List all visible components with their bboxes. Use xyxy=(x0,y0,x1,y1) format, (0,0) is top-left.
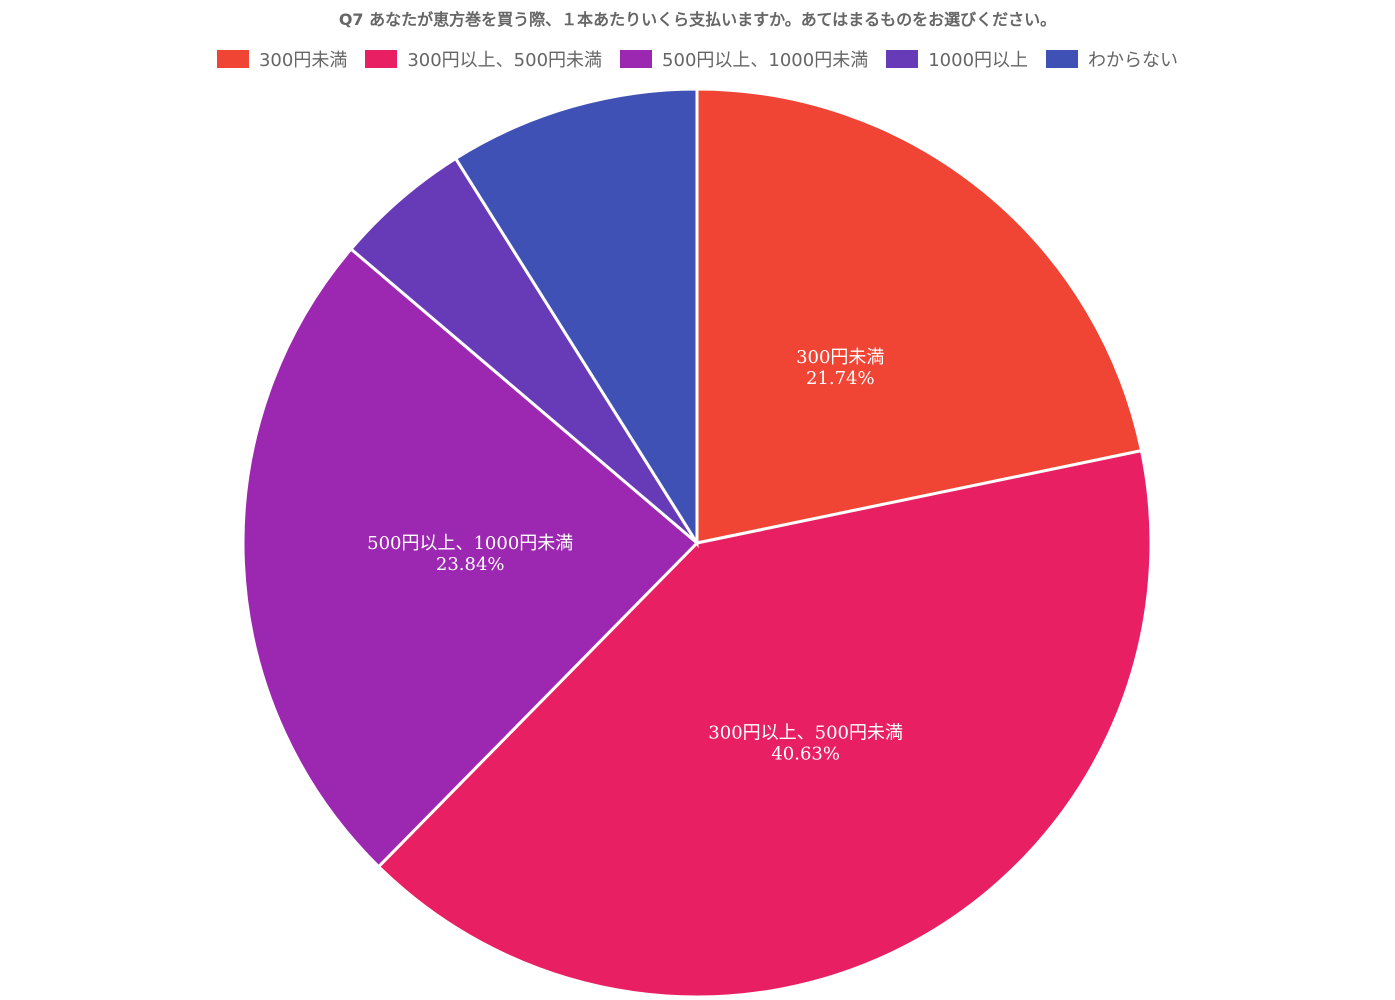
slice-value-label: 40.63% xyxy=(771,743,840,764)
legend-label: 300円以上、500円未満 xyxy=(407,50,603,71)
slice-label: 300円未満 xyxy=(796,347,884,368)
legend-swatch xyxy=(365,50,398,68)
legend-item[interactable]: わからない xyxy=(1046,46,1178,72)
slice-value-label: 21.74% xyxy=(806,368,875,389)
legend-label: わからない xyxy=(1088,50,1179,71)
pie-slice[interactable] xyxy=(453,87,699,549)
slice-value-label: 23.84% xyxy=(436,554,505,575)
legend-swatch xyxy=(216,50,249,68)
legend-item[interactable]: 300円未満 xyxy=(216,46,348,72)
slice-label: 300円以上、500円未満 xyxy=(708,722,903,743)
legend-label: 300円未満 xyxy=(258,50,348,71)
legend: 300円未満 300円以上、500円未満 500円以上、1000円未満 1000円以上… xyxy=(0,46,1395,72)
legend-swatch xyxy=(620,50,653,68)
pie-slice[interactable] xyxy=(695,87,1144,545)
legend-swatch xyxy=(1046,50,1079,68)
slice-label: 500円以上、1000円未満 xyxy=(367,533,573,554)
legend-item[interactable]: 300円以上、500円未満 xyxy=(365,46,602,72)
legend-item[interactable]: 500円以上、1000円未満 xyxy=(620,46,868,72)
legend-item[interactable]: 1000円以上 xyxy=(886,46,1028,72)
pie-slice[interactable] xyxy=(241,246,700,869)
chart-title: Q7 あなたが恵方巻を買う際、１本あたりいくら支払いますか。あてはまるものをお選… xyxy=(338,10,1057,29)
legend-label: 500円以上、1000円未満 xyxy=(662,50,869,71)
legend-label: 1000円以上 xyxy=(928,50,1029,71)
pie-slice[interactable] xyxy=(376,448,1153,999)
legend-swatch xyxy=(886,50,919,68)
